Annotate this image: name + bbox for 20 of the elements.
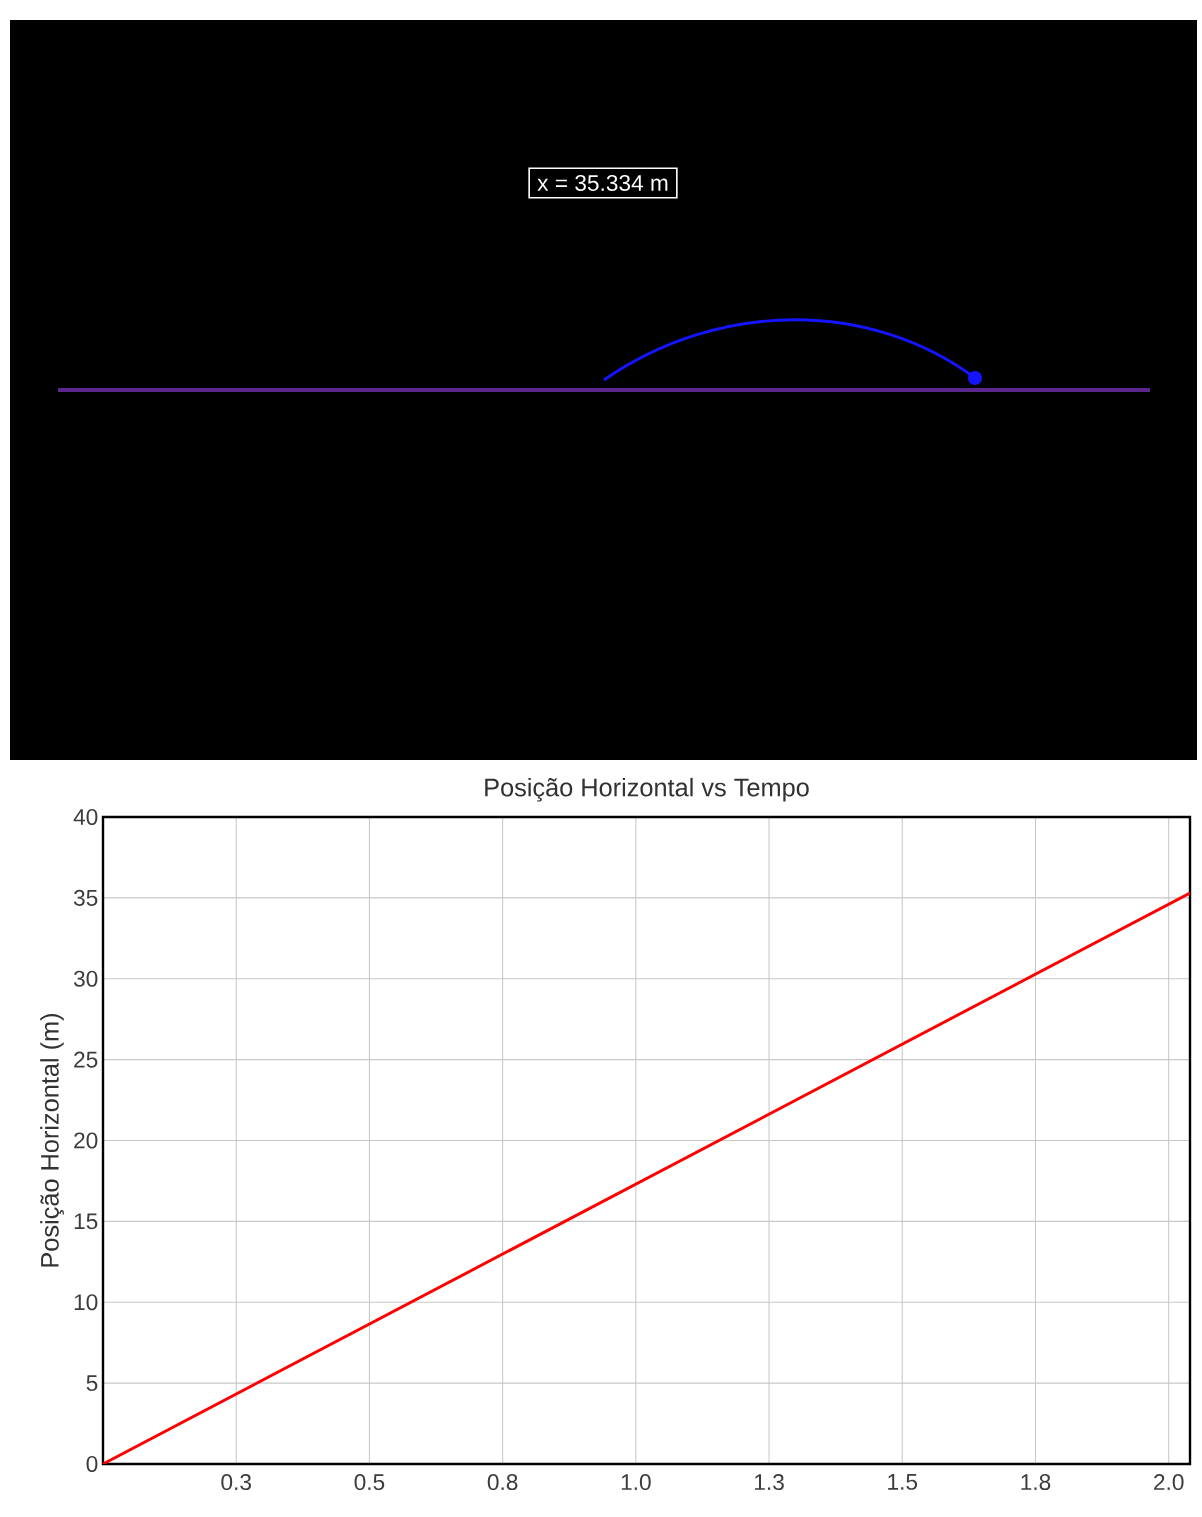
x-tick-label: 0.5 [354,1474,385,1491]
x-tick-label: 2.0 [1154,1474,1184,1491]
y-tick-label: 40 [73,808,98,826]
y-tick-label: 5 [86,1375,98,1392]
x-tick-label: 1.0 [621,1474,651,1491]
x-tick-label: 1.5 [888,1474,918,1490]
y-tick-label: 35 [73,889,98,906]
text: x = 35.334 m [537,174,668,192]
x-tick-label: 1.8 [1021,1474,1051,1491]
y-tick-label: 15 [74,1213,98,1230]
y-tick-label: 20 [74,1132,98,1149]
x-tick-label: 0.8 [487,1474,518,1491]
y-tick-label: 25 [74,1051,98,1068]
y-tick-label: 0 [86,1455,98,1473]
y-tick-label: 30 [73,970,98,987]
chart-title: Posição Horizontal vs Tempo [485,777,809,802]
x-tick-label: 1.3 [755,1474,784,1491]
y-tick-label: 10 [74,1294,98,1311]
y-axis-title: Posição Horizontal (m) [40,1014,64,1267]
x-tick-label: 0.3 [221,1474,251,1491]
